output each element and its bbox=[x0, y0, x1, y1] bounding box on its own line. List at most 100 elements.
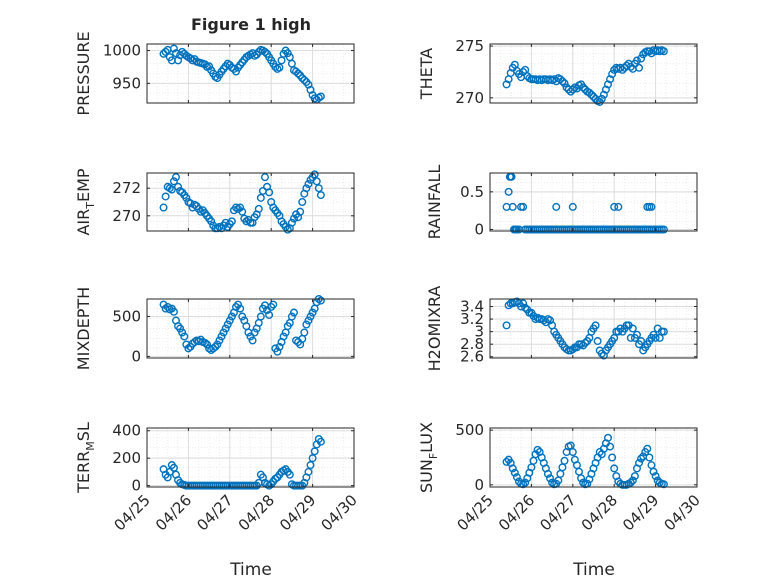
data-point bbox=[300, 328, 309, 337]
y-axis-label: MIXDEPTH bbox=[74, 287, 93, 370]
data-point bbox=[504, 187, 513, 196]
data-point bbox=[254, 204, 263, 213]
data-point bbox=[628, 476, 637, 485]
y-tick-label: 270 bbox=[455, 89, 484, 107]
data-point bbox=[167, 185, 176, 194]
y-tick-label: 500 bbox=[112, 308, 141, 326]
y-axis-label: PRESSURE bbox=[74, 31, 93, 115]
data-point bbox=[227, 217, 236, 226]
data-point bbox=[610, 464, 619, 473]
y-axis-label: H2OMIXRA bbox=[425, 286, 444, 372]
data-point bbox=[651, 472, 660, 481]
data-point bbox=[232, 302, 241, 311]
data-point bbox=[223, 320, 232, 329]
data-point bbox=[593, 337, 602, 346]
data-point bbox=[608, 70, 617, 79]
data-point bbox=[560, 79, 569, 88]
data-point bbox=[217, 332, 226, 341]
data-point bbox=[169, 463, 178, 472]
axes-box bbox=[146, 427, 355, 488]
panel-theta: 270 275 THETA bbox=[417, 37, 698, 107]
data-point bbox=[577, 474, 586, 483]
data-point bbox=[304, 180, 313, 189]
y-tick-label: 275 bbox=[455, 37, 484, 55]
data-point bbox=[608, 453, 617, 462]
axes-box bbox=[489, 298, 698, 359]
data-point bbox=[269, 300, 278, 309]
y-tick-label: 950 bbox=[112, 74, 141, 92]
data-point bbox=[546, 474, 555, 483]
data-point bbox=[585, 88, 594, 97]
data-point bbox=[635, 458, 644, 467]
data-point bbox=[294, 69, 303, 78]
data-point bbox=[169, 307, 178, 316]
data-point bbox=[512, 473, 521, 482]
data-point bbox=[316, 92, 325, 101]
data-point bbox=[176, 324, 185, 333]
data-point bbox=[508, 464, 517, 473]
data-point bbox=[215, 336, 224, 345]
data-point bbox=[159, 49, 168, 58]
axes-box bbox=[146, 298, 355, 359]
data-point bbox=[645, 453, 654, 462]
data-point bbox=[637, 54, 646, 63]
data-point bbox=[209, 344, 218, 353]
data-point bbox=[279, 332, 288, 341]
data-point bbox=[248, 336, 257, 345]
data-point bbox=[597, 94, 606, 103]
plot-area bbox=[147, 299, 354, 358]
data-point bbox=[635, 63, 644, 72]
data-point bbox=[265, 310, 274, 319]
data-point bbox=[552, 202, 561, 211]
plot-area bbox=[147, 428, 354, 487]
plot-area bbox=[490, 173, 697, 231]
data-point bbox=[171, 173, 180, 182]
y-tick-label: 3.2 bbox=[460, 310, 484, 328]
data-point bbox=[159, 203, 168, 212]
data-point bbox=[271, 62, 280, 71]
data-series bbox=[159, 170, 325, 234]
y-tick-label: 0 bbox=[131, 347, 141, 365]
y-tick-label: 200 bbox=[112, 449, 141, 467]
data-point bbox=[180, 332, 189, 341]
data-point bbox=[221, 324, 230, 333]
panel-mixdepth: 0 500 MIXDEPTH bbox=[74, 287, 355, 370]
y-tick-label: 400 bbox=[112, 422, 141, 440]
y-tick-label: 0 bbox=[131, 477, 141, 495]
data-point bbox=[637, 454, 646, 463]
y-tick-label: 2.8 bbox=[460, 335, 484, 353]
data-series bbox=[159, 44, 325, 104]
data-point bbox=[566, 87, 575, 96]
data-point bbox=[184, 344, 193, 353]
data-point bbox=[568, 448, 577, 457]
data-point bbox=[587, 90, 596, 99]
data-point bbox=[182, 193, 191, 202]
data-point bbox=[289, 214, 298, 223]
data-point bbox=[589, 92, 598, 101]
axes-box bbox=[146, 172, 355, 232]
data-point bbox=[236, 304, 245, 313]
data-point bbox=[227, 312, 236, 321]
y-tick-label: 1000 bbox=[103, 42, 141, 60]
data-point bbox=[519, 299, 528, 308]
y-axis-label: TERRMSL bbox=[74, 422, 97, 494]
x-tick-label: 04/29 bbox=[619, 491, 662, 534]
panel-h2omixra: 2.62.833.23.4 H2OMIXRA bbox=[425, 286, 698, 372]
data-point bbox=[502, 321, 511, 330]
data-point bbox=[163, 302, 172, 311]
data-point bbox=[207, 217, 216, 226]
data-point bbox=[225, 316, 234, 325]
x-tick-label: 04/25 bbox=[454, 491, 497, 534]
data-point bbox=[300, 76, 309, 85]
data-point bbox=[205, 62, 214, 71]
data-series bbox=[502, 297, 668, 360]
data-point bbox=[581, 338, 590, 347]
y-tick-label: 270 bbox=[112, 207, 141, 225]
data-point bbox=[626, 478, 635, 487]
y-tick-label: 0 bbox=[474, 220, 484, 238]
y-axis-label: THETA bbox=[417, 48, 436, 100]
data-point bbox=[649, 467, 658, 476]
data-series bbox=[502, 46, 668, 106]
figure-title: Figure 1 high bbox=[191, 15, 311, 34]
